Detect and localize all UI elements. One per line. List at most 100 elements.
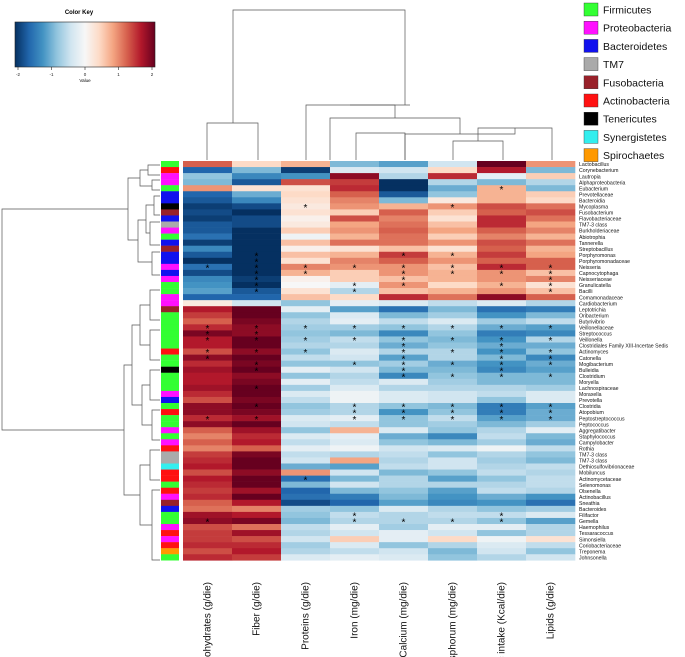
phylum-strip-cell [161,530,179,537]
significance-star: * [500,270,504,281]
significance-star: * [500,336,504,347]
heatmap-cell [330,239,380,246]
heatmap-cell [183,203,233,210]
heatmap-cell [232,197,282,204]
significance-star: * [549,372,553,383]
significance-star: * [549,288,553,299]
significance-star: * [402,264,406,275]
heatmap-cell [428,161,478,168]
heatmap-cell [526,548,576,555]
heatmap-cell [232,324,282,331]
heatmap-cell [477,511,527,519]
row-dendro-branch [153,195,160,216]
row-label: Fusobacterium [579,211,613,217]
phylum-strip-cell [161,263,179,271]
heatmap-cell [281,227,331,234]
row-label: Mogibacterium [579,362,613,368]
heatmap-cell [232,227,282,234]
phylum-strip-cell [161,354,179,361]
heatmap-cell [183,191,233,198]
row-label: Gemella [579,519,598,525]
heatmap-cell [281,445,331,452]
heatmap-cell [232,221,282,228]
heatmap-cell [428,275,478,283]
heatmap-cell [526,197,576,204]
heatmap-cell [281,378,331,386]
heatmap-cell [526,161,576,168]
heatmap-cell [428,463,478,470]
heatmap-cell [281,366,331,374]
heatmap-cell [477,221,527,228]
heatmap-cell [232,161,282,168]
row-label: Filifactor [579,513,599,519]
significance-star: * [402,403,406,414]
heatmap-cell [330,324,380,331]
heatmap-cell [281,233,331,240]
heatmap-cell [477,475,527,482]
heatmap-cell [281,469,331,476]
heatmap-cell [330,475,380,482]
heatmap-cell [428,469,478,476]
heatmap-cell [183,263,233,271]
heatmap-cell [379,475,429,482]
heatmap-cell [477,239,527,246]
phylum-strip-cell [161,409,179,416]
phylum-strip-cell [161,306,179,313]
heatmap-cell [477,469,527,476]
heatmap-cell [232,209,282,216]
heatmap-cell [428,548,478,555]
heatmap-cell [428,191,478,198]
significance-star: * [255,336,259,347]
color-key: Color Key -2 -1 0 1 2 Value [14,10,156,83]
significance-star: * [255,251,259,262]
heatmap-cell [281,294,331,301]
heatmap-cell [428,517,478,525]
significance-star: * [402,372,406,383]
heatmap-cell [281,433,331,440]
heatmap-cell [183,179,233,186]
heatmap-cell [330,493,380,501]
phylum-strip-cell [161,433,179,440]
heatmap-cell [379,360,429,367]
row-label: Simonsiella [579,537,606,543]
heatmap-cell [232,517,282,525]
significance-star: * [255,324,259,335]
heatmap-cell [526,524,576,531]
significance-star: * [500,372,504,383]
heatmap-cell [281,554,331,561]
heatmap-cell [281,257,331,265]
heatmap-cell [428,300,478,307]
heatmap-cell [477,312,527,319]
heatmap-cell [477,481,527,488]
row-label: Aggregatibacter [579,428,616,434]
heatmap-cell [526,336,576,343]
heatmap-cell [526,257,576,265]
legend-swatch [583,57,599,71]
row-label: Clostridiales Family XIII-Incertae Sedis [579,344,668,350]
heatmap-cell [232,536,282,543]
heatmap-cell [428,197,478,204]
heatmap-cell [379,487,429,495]
phylum-strip-cell [161,342,179,349]
heatmap-cell [232,451,282,458]
column-label: Lipids (g/die) [546,582,557,639]
significance-star: * [353,415,357,426]
significance-star: * [549,348,553,359]
significance-star: * [255,257,259,268]
significance-star: * [304,475,308,486]
phylum-strip-cell [161,396,179,404]
heatmap-cell [232,185,282,192]
heatmap-cell [379,493,429,501]
significance-star: * [549,360,553,371]
heatmap-cell [183,239,233,246]
heatmap-cell [232,469,282,476]
significance-star: * [255,385,259,396]
legend-swatch [583,111,599,126]
heatmap-cell [330,209,380,216]
row-label: TM7-3 class [579,459,608,465]
heatmap-cell [183,487,233,495]
heatmap-cell [330,451,380,458]
heatmap-cell [428,324,478,331]
heatmap-cell [379,342,429,349]
heatmap-cell [330,366,380,374]
